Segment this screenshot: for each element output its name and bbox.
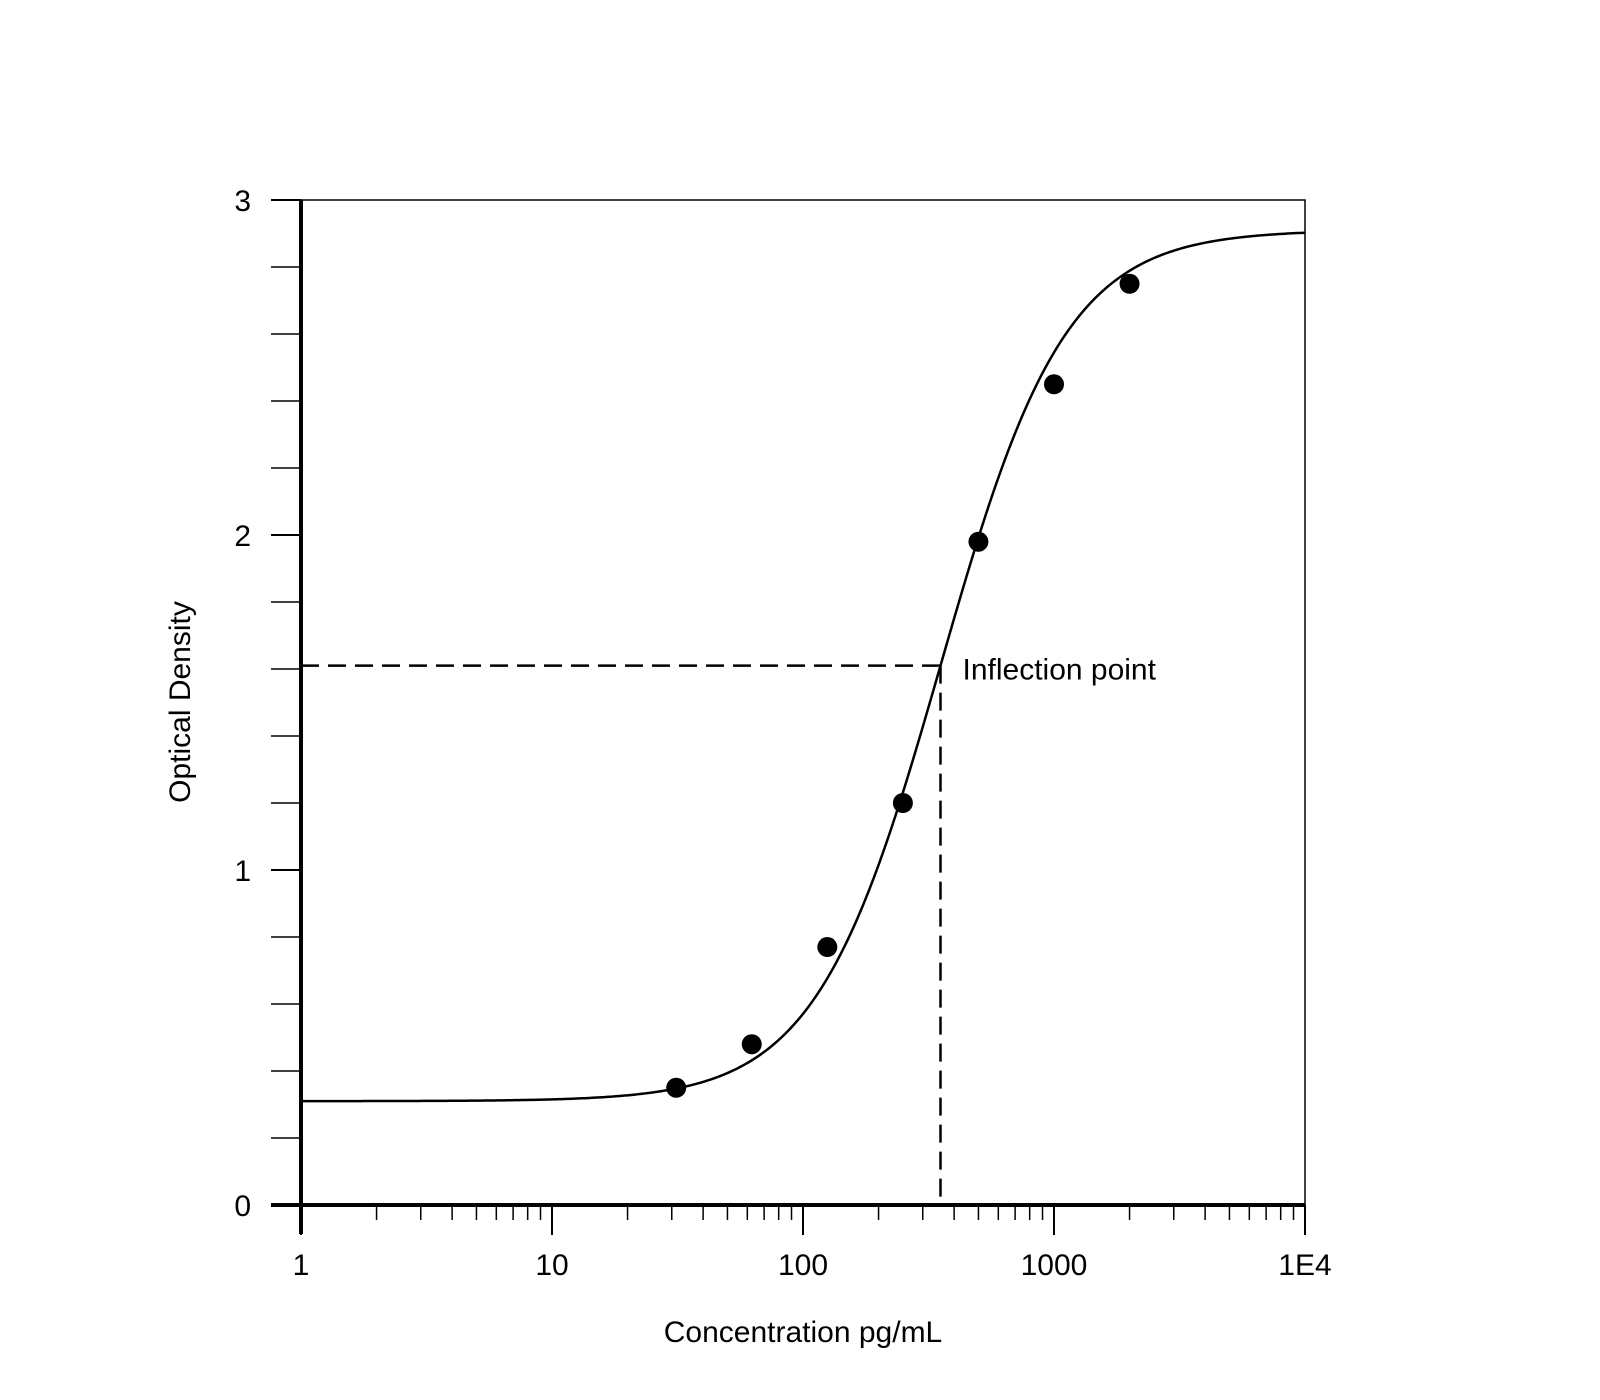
y-tick-label: 2 — [234, 520, 251, 553]
inflection-guides — [301, 664, 942, 1205]
data-point — [968, 531, 989, 552]
plot-frame — [300, 199, 1306, 1206]
axis-ticks: 1 10 100 1000 1E4 0 1 2 3 — [234, 185, 1331, 1282]
data-point — [741, 1034, 762, 1055]
x-tick-label: 1E4 — [1278, 1249, 1331, 1282]
y-tick-label: 1 — [234, 855, 251, 888]
y-tick-label: 0 — [234, 1190, 251, 1223]
x-tick-label: 1 — [293, 1249, 310, 1282]
y-tick-label: 3 — [234, 185, 251, 218]
inflection-point-label: Inflection point — [962, 654, 1156, 687]
data-point — [1044, 374, 1064, 395]
data-point — [817, 937, 838, 958]
data-point — [1119, 273, 1140, 294]
fit-curve — [301, 231, 1306, 1103]
x-tick-label: 100 — [778, 1249, 828, 1282]
data-point — [666, 1077, 687, 1098]
x-axis-title: Concentration pg/mL — [664, 1316, 943, 1349]
data-point — [892, 793, 913, 813]
data-points — [666, 273, 1140, 1098]
x-tick-label: 1000 — [1021, 1249, 1088, 1282]
x-tick-label: 10 — [535, 1249, 568, 1282]
y-axis-title: Optical Density — [164, 601, 197, 803]
